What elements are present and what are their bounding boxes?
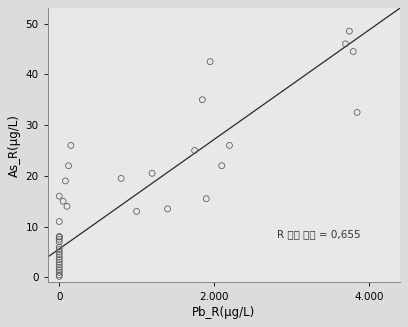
- X-axis label: Pb_R(μg/L): Pb_R(μg/L): [192, 306, 255, 319]
- Point: [199, 97, 206, 102]
- Point: [62, 178, 69, 183]
- Point: [149, 171, 155, 176]
- Point: [56, 234, 62, 239]
- Point: [56, 265, 62, 270]
- Y-axis label: As_R(μg/L): As_R(μg/L): [8, 114, 21, 177]
- Point: [350, 49, 357, 54]
- Point: [56, 260, 62, 265]
- Point: [342, 41, 349, 46]
- Point: [56, 262, 62, 267]
- Point: [56, 237, 62, 242]
- Point: [203, 196, 210, 201]
- Point: [346, 28, 353, 34]
- Point: [56, 234, 62, 239]
- Point: [56, 244, 62, 250]
- Point: [118, 176, 124, 181]
- Point: [354, 110, 360, 115]
- Point: [56, 219, 62, 224]
- Point: [68, 143, 74, 148]
- Point: [56, 270, 62, 275]
- Point: [218, 163, 225, 168]
- Point: [56, 250, 62, 255]
- Point: [56, 272, 62, 278]
- Point: [164, 206, 171, 212]
- Point: [191, 148, 198, 153]
- Point: [56, 274, 62, 279]
- Point: [56, 252, 62, 257]
- Point: [65, 163, 72, 168]
- Point: [56, 194, 62, 199]
- Point: [64, 204, 70, 209]
- Point: [56, 247, 62, 252]
- Point: [133, 209, 140, 214]
- Text: R 제고 선형 = 0,655: R 제고 선형 = 0,655: [277, 229, 361, 239]
- Point: [56, 254, 62, 260]
- Point: [56, 234, 62, 239]
- Point: [56, 257, 62, 262]
- Point: [56, 267, 62, 272]
- Point: [207, 59, 213, 64]
- Point: [60, 198, 67, 204]
- Point: [56, 239, 62, 245]
- Point: [226, 143, 233, 148]
